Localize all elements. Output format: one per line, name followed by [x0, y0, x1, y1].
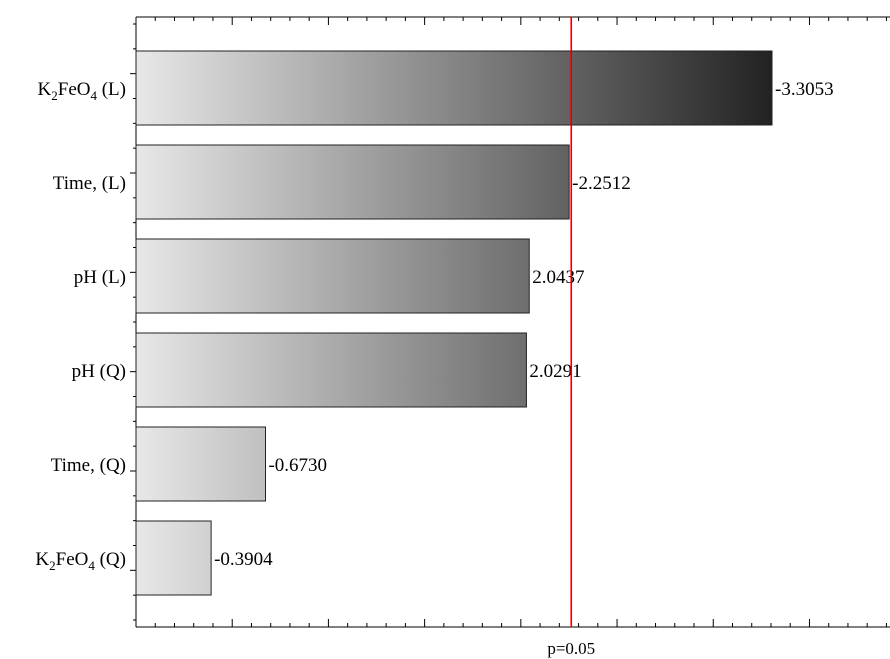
category-label: Time, (L) — [53, 173, 126, 194]
bar-value-label: -3.3053 — [775, 79, 834, 100]
bar-4 — [135, 332, 527, 408]
category-labels: K2FeO4 (L) Time, (L) pH (L) pH (Q) Time, (Q)… — [35, 79, 126, 573]
bar-value-label: -0.6730 — [268, 455, 327, 476]
bar-3 — [135, 238, 530, 314]
bar-6 — [135, 520, 212, 596]
category-label: Time, (Q) — [51, 455, 126, 476]
category-label: pH (Q) — [72, 361, 126, 382]
y-axis-ticks — [130, 23, 136, 621]
bar-value-label: 2.0291 — [529, 361, 581, 382]
category-label: K2FeO4 (L) — [38, 79, 126, 103]
bar-5 — [135, 426, 266, 502]
category-label: K2FeO4 (Q) — [35, 549, 126, 573]
significance-line-label: p=0.05 — [547, 639, 595, 658]
significance-line-group: p=0.05 — [547, 17, 595, 658]
category-label: pH (L) — [74, 267, 126, 288]
bar-value-label: 2.0437 — [532, 267, 584, 288]
x-axis-ticks — [154, 17, 887, 627]
bar-value-label: -2.2512 — [572, 173, 631, 194]
bars — [135, 50, 773, 596]
bar-1 — [135, 50, 773, 126]
bar-2 — [135, 144, 570, 220]
bar-value-label: -0.3904 — [214, 549, 273, 570]
